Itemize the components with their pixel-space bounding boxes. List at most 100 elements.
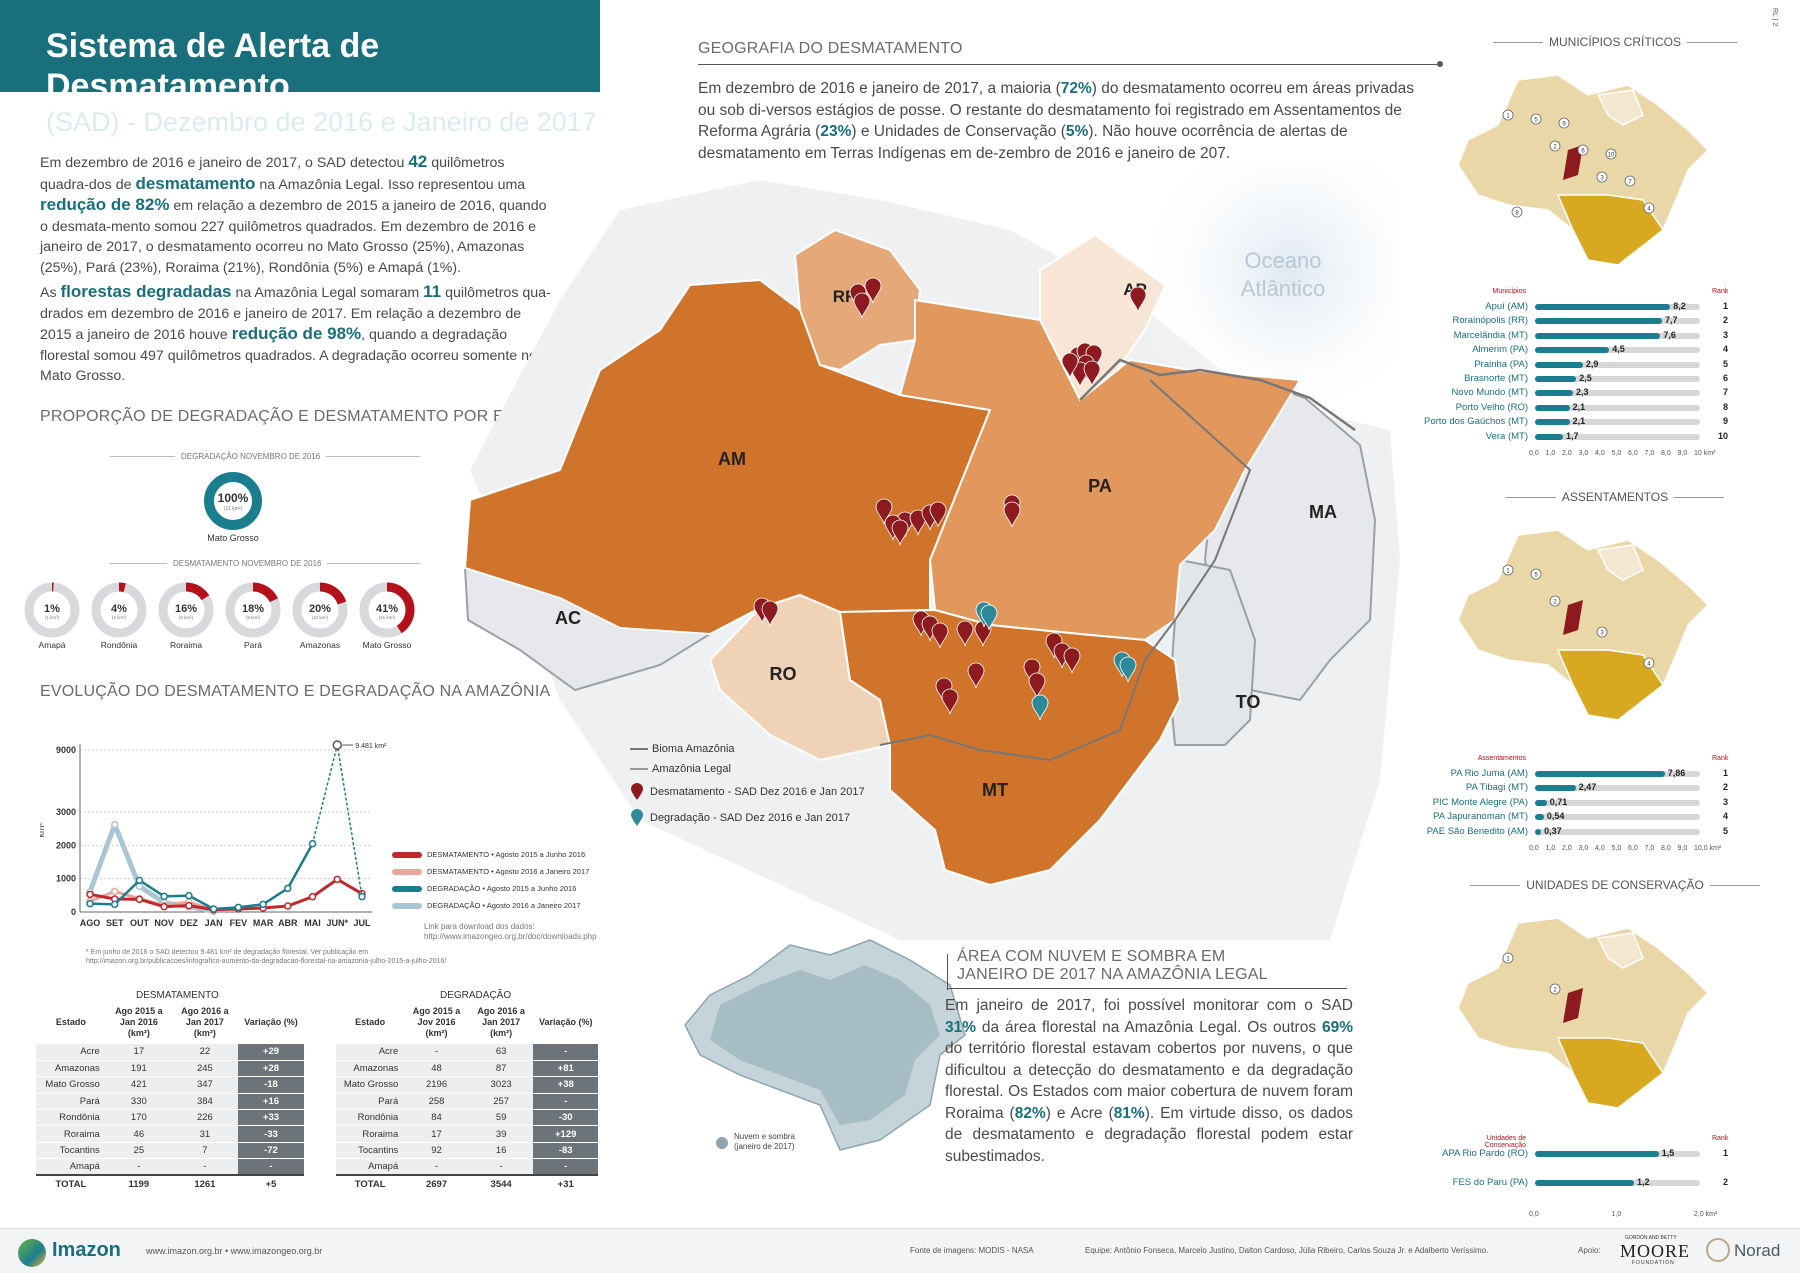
degr-donut-ring <box>204 472 262 530</box>
table-cell: +81 <box>533 1060 598 1078</box>
table-total-cell: 1199 <box>105 1174 172 1194</box>
x-tick-label: AGO <box>80 918 101 928</box>
desm-donut: 41% (21 km²) Mato Grosso <box>357 582 417 650</box>
intro-text-part: , quando a degradação florestal somou 49… <box>40 327 537 384</box>
table-cell: Acre <box>36 1044 106 1061</box>
municipios-rank: 6 <box>1722 373 1728 383</box>
x-tick-label: NOV <box>154 918 174 928</box>
donut-pct: 4% <box>111 603 127 615</box>
table-cell: 170 <box>105 1109 172 1127</box>
norad-logo-icon <box>1706 1238 1730 1262</box>
municipios-axis-tick: 3,0 <box>1578 450 1589 457</box>
municipios-bar <box>1535 433 1564 440</box>
legend-entry: DEGRADAÇÃO • Agosto 2016 a Janeiro 2017 <box>392 897 602 914</box>
assentamentos-bar-value: 0,54 <box>1546 811 1565 822</box>
table-header-row: Estado Ago 2015 a Jov 2016 (km²) Ago 2016 … <box>336 1005 598 1040</box>
footer-apoio: Apoio: <box>1578 1246 1601 1255</box>
donut-sub: (21 km²) <box>379 615 396 620</box>
x-tick-label: SET <box>106 918 124 928</box>
mini-map-marker-label: 5 <box>1534 118 1538 124</box>
desmatamento-pin-icon <box>1083 360 1101 387</box>
municipios-axis-tick: 1,0 <box>1545 450 1556 457</box>
assentamentos-rank: 1 <box>1722 768 1728 778</box>
intro-highlight: desmatamento <box>135 173 256 193</box>
assentamentos-bar-value: 7,86 <box>1667 768 1686 778</box>
municipios-rank: 1 <box>1722 301 1728 311</box>
series-line-dashed <box>311 744 363 897</box>
mini-map-hotspot <box>1563 988 1583 1023</box>
donut-slice <box>292 582 348 638</box>
label-am: AM <box>718 449 746 469</box>
table-row: Mato Grosso 2196 3023 +38 <box>336 1076 598 1094</box>
donut-pct: 20% <box>309 603 331 615</box>
desmatamento-pin-icon <box>864 277 882 304</box>
table-row: Pará 330 384 +16 <box>36 1093 304 1111</box>
table-cell: +33 <box>237 1109 304 1127</box>
assentamentos-bar <box>1535 771 1665 777</box>
municipios-rank: 5 <box>1722 358 1728 369</box>
series-point <box>259 900 267 909</box>
unidades-col-left: Unidades de Conservação <box>1484 1135 1526 1149</box>
table-cell: +16 <box>237 1093 304 1111</box>
assentamentos-bar-label: PIC Monte Alegre (PA) <box>1432 796 1528 808</box>
assentamentos-axis-tick: 3,0 <box>1578 845 1589 852</box>
unidades-rank: 2 <box>1722 1177 1728 1187</box>
unidades-rank: 1 <box>1722 1148 1728 1158</box>
label-ro: RO <box>770 664 797 684</box>
donut-slice <box>225 582 281 638</box>
municipios-mini-map: 1 2 3 4 5 6 7 8 9 10 <box>1457 74 1710 266</box>
table-cell: 3023 <box>468 1076 534 1094</box>
assentamentos-axis-tick: 9,0 <box>1677 845 1688 852</box>
table-total-row: TOTAL 1199 1261 +5 <box>36 1174 304 1194</box>
mini-map-marker <box>1577 144 1589 156</box>
municipios-axis-tick: 6,0 <box>1628 450 1638 457</box>
label-ac: AC <box>555 608 581 628</box>
municipios-heading-text: MUNICÍPIOS CRÍTICOS <box>1548 35 1681 49</box>
donut-slice <box>91 582 147 638</box>
imazon-logo-text: Imazon <box>52 1239 121 1261</box>
table-row: Acre -63- <box>336 1044 598 1061</box>
table-cell: - <box>533 1044 598 1061</box>
desmatamento-pin-icon <box>1003 501 1021 528</box>
legend-degr: Degradação - SAD Dez 2016 e Jan 2017 <box>630 809 870 827</box>
degr-donut-pct: 100% <box>218 491 249 505</box>
footnote-1: * Em junho de 2016 o SAD detectou 9.481 … <box>86 949 369 956</box>
municipios-bar-label: Porto dos Gaúchos (MT) <box>1423 416 1528 428</box>
desm-donut-row: 1% (1 km²) Amapá 4% (2 km²) Rondônia 16% (8 km²… <box>22 582 432 662</box>
geografia-heading: GEOGRAFIA DO DESMATAMENTO <box>698 40 963 57</box>
y-tick-label: 0 <box>71 907 76 917</box>
label-mt: MT <box>982 780 1008 800</box>
mini-map-marker <box>1596 171 1608 183</box>
legend-degr-text: Degradação - SAD Dez 2016 e Jan 2017 <box>650 811 850 824</box>
desmatamento-pin-icon <box>929 501 947 528</box>
mini-map-marker <box>1643 202 1655 214</box>
table-cell: 7 <box>171 1142 238 1160</box>
municipios-bar-track <box>1535 419 1700 426</box>
nuvem-highlight: 31% <box>945 1018 977 1036</box>
donut-pct: 1% <box>44 603 60 615</box>
legend-text: DESMATAMENTO • Agosto 2016 a Janeiro 201… <box>427 867 590 876</box>
series-point <box>333 875 342 884</box>
degradacao-pin-icon <box>1119 656 1137 683</box>
table-cell: Mato Grosso <box>36 1076 106 1094</box>
table-cell: 48 <box>404 1060 469 1078</box>
footer-links[interactable]: www.imazon.org.br • www.imazongeo.org.br <box>146 1246 323 1256</box>
donut-sub: (9 km²) <box>246 615 261 620</box>
assentamentos-bar <box>1535 785 1576 792</box>
mini-map-hotspot <box>1563 145 1583 180</box>
donut-slice <box>24 582 80 638</box>
table-cell: 258 <box>404 1093 469 1111</box>
series-point <box>110 900 119 909</box>
series-point <box>110 887 119 896</box>
assentamentos-bar <box>1535 814 1544 821</box>
nuvem-text-part: ). Em virtude disso, os dados de desmata… <box>945 1104 1353 1165</box>
series-line <box>89 877 363 912</box>
unidades-axis-tick: 1,0 <box>1611 1211 1622 1218</box>
desmatamento-pin-icon <box>1061 352 1079 379</box>
municipios-axis-tick: 9,0 <box>1677 450 1688 457</box>
desmatamento-pin-icon <box>761 600 779 627</box>
desm-label: DESMATAMENTO NOVEMBRO DE 2016 <box>167 559 328 568</box>
assentamentos-bar-value: 0,71 <box>1549 796 1568 807</box>
mini-map-marker <box>1530 568 1542 580</box>
state-mt <box>838 608 1182 887</box>
